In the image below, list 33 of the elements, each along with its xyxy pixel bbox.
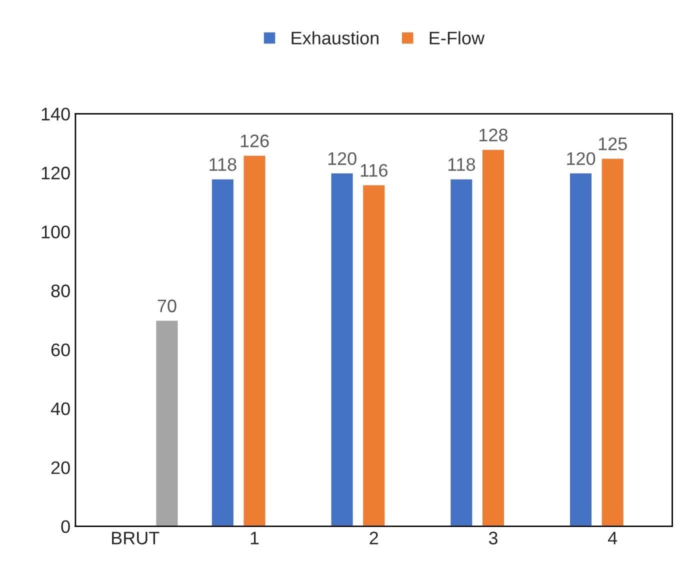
y-tick-label: 100 [42,226,70,238]
bar [481,148,506,526]
data-label: 128 [480,128,508,142]
y-tick-label: 20 [51,461,70,474]
bar [330,172,354,526]
y-tick-label: 40 [50,402,70,416]
y-tick-label: 120 [42,166,70,180]
bar [362,184,386,526]
y-tick-label: 0 [61,520,70,534]
x-tick-label: BRUT [112,532,160,544]
data-label: 126 [240,134,269,148]
bar [449,178,474,526]
data-label: 118 [448,158,476,171]
y-tick-label: 60 [51,343,70,356]
x-tick-label: 4 [608,532,618,544]
data-label: 125 [598,137,627,150]
bar [210,178,235,526]
data-label: 120 [567,152,596,165]
bar [568,172,593,526]
data-label: 118 [210,158,236,171]
data-label: 120 [328,152,356,165]
legend-label: Exhaustion [292,31,378,44]
y-tick-label: 80 [51,284,70,298]
data-label: 116 [360,164,388,177]
y-tick-label: 140 [42,108,70,121]
legend-label: E-Flow [430,31,485,44]
x-tick-label: 3 [488,532,498,544]
bar [242,154,267,526]
x-tick-label: 2 [370,532,378,544]
bar [154,319,180,526]
bar [600,157,625,526]
x-tick-label: 1 [250,532,259,544]
data-label: 70 [158,300,176,312]
